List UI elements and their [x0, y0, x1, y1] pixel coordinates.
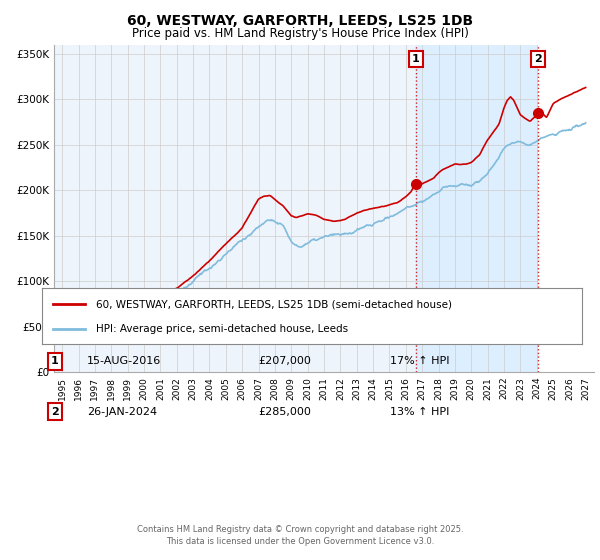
Text: 26-JAN-2024: 26-JAN-2024	[87, 407, 157, 417]
Bar	[416, 45, 600, 372]
Text: 13% ↑ HPI: 13% ↑ HPI	[390, 407, 449, 417]
Bar	[538, 45, 600, 372]
Text: Price paid vs. HM Land Registry's House Price Index (HPI): Price paid vs. HM Land Registry's House …	[131, 27, 469, 40]
Text: 17% ↑ HPI: 17% ↑ HPI	[390, 356, 449, 366]
Text: £207,000: £207,000	[258, 356, 311, 366]
Text: 15-AUG-2016: 15-AUG-2016	[87, 356, 161, 366]
Text: Contains HM Land Registry data © Crown copyright and database right 2025.
This d: Contains HM Land Registry data © Crown c…	[137, 525, 463, 546]
Text: 60, WESTWAY, GARFORTH, LEEDS, LS25 1DB: 60, WESTWAY, GARFORTH, LEEDS, LS25 1DB	[127, 14, 473, 28]
Text: HPI: Average price, semi-detached house, Leeds: HPI: Average price, semi-detached house,…	[96, 324, 348, 334]
Text: 1: 1	[51, 356, 59, 366]
Text: 2: 2	[51, 407, 59, 417]
Text: 1: 1	[412, 54, 420, 64]
Text: 2: 2	[534, 54, 542, 64]
Text: £285,000: £285,000	[258, 407, 311, 417]
Text: 60, WESTWAY, GARFORTH, LEEDS, LS25 1DB (semi-detached house): 60, WESTWAY, GARFORTH, LEEDS, LS25 1DB (…	[96, 299, 452, 309]
